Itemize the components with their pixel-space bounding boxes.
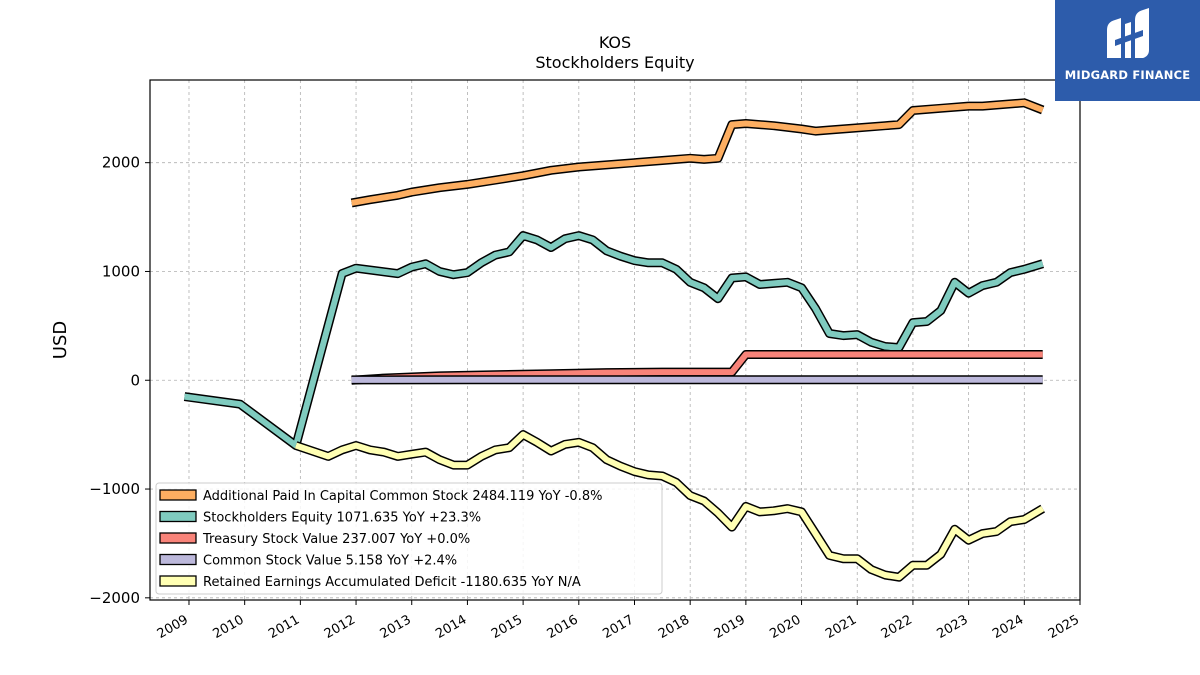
legend-label-1: Stockholders Equity 1071.635 YoY +23.3% [203, 511, 481, 526]
series-outline-1 [183, 231, 1045, 450]
legend-label-0: Additional Paid In Capital Common Stock … [203, 489, 602, 504]
plot-frame [149, 79, 1081, 601]
series-line-0 [351, 99, 1044, 206]
x-tick-label: 2017 [600, 612, 636, 642]
legend-swatch-4 [159, 575, 197, 587]
chart-subtitle: Stockholders Equity [535, 53, 694, 72]
legend-swatch-3 [159, 553, 197, 566]
grid [150, 80, 1081, 600]
x-tick-label: 2014 [433, 612, 469, 642]
x-tick-label: 2011 [266, 612, 302, 642]
x-tick-label: 2013 [378, 612, 414, 642]
y-tick-label: −2000 [89, 589, 140, 607]
x-tick-label: 2016 [545, 612, 581, 642]
legend-swatch-2 [159, 532, 197, 544]
x-tick-label: 2009 [155, 612, 191, 642]
brand-logo: MIDGARD FINANCE [1055, 0, 1200, 101]
x-tick-label: 2015 [489, 612, 525, 642]
x-tick-label: 2012 [322, 612, 358, 642]
legend: Additional Paid In Capital Common Stock … [155, 482, 663, 595]
x-tick-label: 2021 [823, 612, 859, 642]
x-tick-label: 2022 [879, 612, 915, 642]
legend-swatch-1 [159, 510, 197, 523]
x-tick-label: 2025 [1046, 612, 1082, 642]
x-tick-label: 2018 [656, 612, 692, 642]
x-tick-label: 2019 [712, 612, 748, 642]
y-tick-label: −1000 [89, 480, 140, 498]
y-axis-label: USD [50, 321, 71, 359]
y-tick-label: 1000 [102, 262, 140, 280]
y-tick-label: 2000 [102, 154, 140, 172]
y-tick-label: 0 [130, 371, 140, 389]
x-tick-label: 2010 [211, 612, 247, 642]
logo-text: MIDGARD FINANCE [1064, 68, 1191, 82]
x-tick-label: 2020 [767, 612, 803, 642]
legend-swatch-0 [159, 489, 197, 501]
x-tick-label: 2023 [934, 612, 970, 642]
legend-label-2: Treasury Stock Value 237.007 YoY +0.0% [202, 532, 470, 547]
series-line-4 [294, 431, 1045, 581]
logo-mark-icon [1107, 8, 1149, 58]
chart-title: KOS [599, 33, 631, 52]
legend-label-3: Common Stock Value 5.158 YoY +2.4% [203, 554, 457, 569]
x-tick-label: 2024 [990, 612, 1026, 642]
series-layer [183, 98, 1045, 582]
legend-box [155, 482, 663, 595]
series-line-1 [184, 232, 1044, 449]
legend-label-4: Retained Earnings Accumulated Deficit -1… [203, 575, 581, 590]
